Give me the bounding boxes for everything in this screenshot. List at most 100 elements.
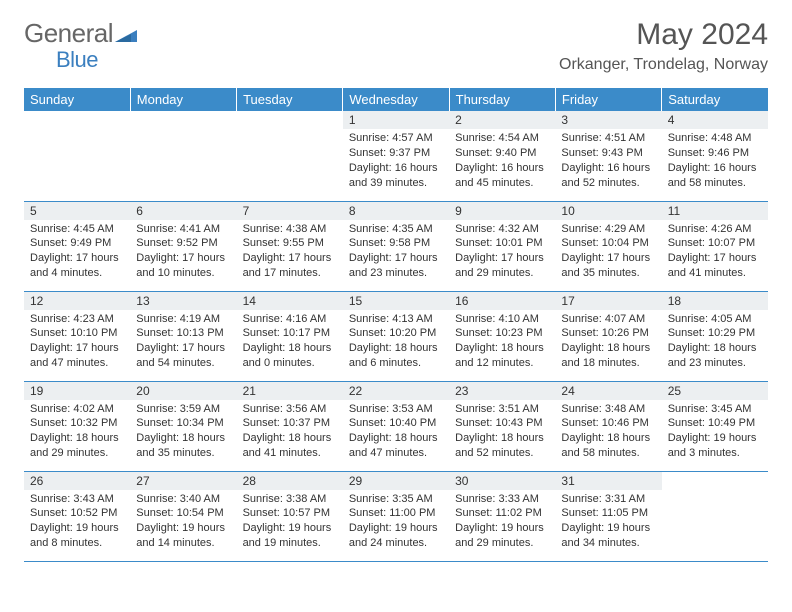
sunrise-text: Sunrise: 3:51 AM <box>455 402 549 417</box>
sunset-text: Sunset: 10:20 PM <box>349 326 443 341</box>
sunset-text: Sunset: 9:46 PM <box>668 146 762 161</box>
day-cell: 8Sunrise: 4:35 AMSunset: 9:58 PMDaylight… <box>343 201 449 291</box>
day-cell: 29Sunrise: 3:35 AMSunset: 11:00 PMDaylig… <box>343 471 449 561</box>
day-number: 18 <box>662 292 768 310</box>
weekday-thursday: Thursday <box>449 88 555 111</box>
day-info: Sunrise: 4:51 AMSunset: 9:43 PMDaylight:… <box>555 129 661 192</box>
week-row: 5Sunrise: 4:45 AMSunset: 9:49 PMDaylight… <box>24 201 768 291</box>
sunset-text: Sunset: 9:49 PM <box>30 236 124 251</box>
sunrise-text: Sunrise: 3:43 AM <box>30 492 124 507</box>
day-cell: 7Sunrise: 4:38 AMSunset: 9:55 PMDaylight… <box>237 201 343 291</box>
day-info: Sunrise: 3:35 AMSunset: 11:00 PMDaylight… <box>343 490 449 553</box>
sunrise-text: Sunrise: 3:38 AM <box>243 492 337 507</box>
day-cell: 16Sunrise: 4:10 AMSunset: 10:23 PMDaylig… <box>449 291 555 381</box>
weekday-wednesday: Wednesday <box>343 88 449 111</box>
sunset-text: Sunset: 10:17 PM <box>243 326 337 341</box>
sunrise-text: Sunrise: 4:32 AM <box>455 222 549 237</box>
sunset-text: Sunset: 10:10 PM <box>30 326 124 341</box>
day-cell: 24Sunrise: 3:48 AMSunset: 10:46 PMDaylig… <box>555 381 661 471</box>
day-info: Sunrise: 3:33 AMSunset: 11:02 PMDaylight… <box>449 490 555 553</box>
day-info: Sunrise: 4:45 AMSunset: 9:49 PMDaylight:… <box>24 220 130 283</box>
sunset-text: Sunset: 10:26 PM <box>561 326 655 341</box>
day-number: 12 <box>24 292 130 310</box>
sunrise-text: Sunrise: 4:16 AM <box>243 312 337 327</box>
brand-logo: General Blue <box>24 18 137 80</box>
day-cell: 20Sunrise: 3:59 AMSunset: 10:34 PMDaylig… <box>130 381 236 471</box>
day-number: 17 <box>555 292 661 310</box>
sunset-text: Sunset: 9:55 PM <box>243 236 337 251</box>
day-number: 21 <box>237 382 343 400</box>
daylight-text: Daylight: 16 hours and 45 minutes. <box>455 161 549 191</box>
header: General Blue May 2024 Orkanger, Trondela… <box>24 18 768 80</box>
day-cell: 30Sunrise: 3:33 AMSunset: 11:02 PMDaylig… <box>449 471 555 561</box>
day-cell-empty <box>662 471 768 561</box>
sunset-text: Sunset: 10:49 PM <box>668 416 762 431</box>
sunrise-text: Sunrise: 4:13 AM <box>349 312 443 327</box>
sunset-text: Sunset: 10:01 PM <box>455 236 549 251</box>
day-info: Sunrise: 4:35 AMSunset: 9:58 PMDaylight:… <box>343 220 449 283</box>
week-row: 1Sunrise: 4:57 AMSunset: 9:37 PMDaylight… <box>24 111 768 201</box>
daylight-text: Daylight: 18 hours and 0 minutes. <box>243 341 337 371</box>
day-number: 9 <box>449 202 555 220</box>
weekday-row: SundayMondayTuesdayWednesdayThursdayFrid… <box>24 88 768 111</box>
daylight-text: Daylight: 17 hours and 29 minutes. <box>455 251 549 281</box>
day-number: 29 <box>343 472 449 490</box>
sunrise-text: Sunrise: 4:38 AM <box>243 222 337 237</box>
day-number: 30 <box>449 472 555 490</box>
weekday-saturday: Saturday <box>662 88 768 111</box>
day-cell: 17Sunrise: 4:07 AMSunset: 10:26 PMDaylig… <box>555 291 661 381</box>
sunrise-text: Sunrise: 4:05 AM <box>668 312 762 327</box>
day-info: Sunrise: 4:07 AMSunset: 10:26 PMDaylight… <box>555 310 661 373</box>
sunrise-text: Sunrise: 4:26 AM <box>668 222 762 237</box>
sunset-text: Sunset: 10:34 PM <box>136 416 230 431</box>
sunset-text: Sunset: 10:29 PM <box>668 326 762 341</box>
daylight-text: Daylight: 17 hours and 4 minutes. <box>30 251 124 281</box>
sunset-text: Sunset: 10:46 PM <box>561 416 655 431</box>
sunrise-text: Sunrise: 3:31 AM <box>561 492 655 507</box>
sunset-text: Sunset: 11:02 PM <box>455 506 549 521</box>
sunset-text: Sunset: 11:00 PM <box>349 506 443 521</box>
sunrise-text: Sunrise: 3:35 AM <box>349 492 443 507</box>
sunrise-text: Sunrise: 3:56 AM <box>243 402 337 417</box>
day-number: 4 <box>662 111 768 129</box>
daylight-text: Daylight: 18 hours and 6 minutes. <box>349 341 443 371</box>
day-cell: 10Sunrise: 4:29 AMSunset: 10:04 PMDaylig… <box>555 201 661 291</box>
day-cell: 4Sunrise: 4:48 AMSunset: 9:46 PMDaylight… <box>662 111 768 201</box>
day-number: 22 <box>343 382 449 400</box>
sunset-text: Sunset: 9:58 PM <box>349 236 443 251</box>
daylight-text: Daylight: 18 hours and 18 minutes. <box>561 341 655 371</box>
sunset-text: Sunset: 9:40 PM <box>455 146 549 161</box>
daylight-text: Daylight: 17 hours and 41 minutes. <box>668 251 762 281</box>
sunrise-text: Sunrise: 4:51 AM <box>561 131 655 146</box>
daylight-text: Daylight: 18 hours and 47 minutes. <box>349 431 443 461</box>
sunrise-text: Sunrise: 4:23 AM <box>30 312 124 327</box>
day-info: Sunrise: 4:10 AMSunset: 10:23 PMDaylight… <box>449 310 555 373</box>
sunrise-text: Sunrise: 4:35 AM <box>349 222 443 237</box>
day-cell: 23Sunrise: 3:51 AMSunset: 10:43 PMDaylig… <box>449 381 555 471</box>
daylight-text: Daylight: 17 hours and 54 minutes. <box>136 341 230 371</box>
day-number: 14 <box>237 292 343 310</box>
day-cell-empty <box>130 111 236 201</box>
sunrise-text: Sunrise: 4:07 AM <box>561 312 655 327</box>
day-info: Sunrise: 4:05 AMSunset: 10:29 PMDaylight… <box>662 310 768 373</box>
day-info: Sunrise: 4:54 AMSunset: 9:40 PMDaylight:… <box>449 129 555 192</box>
sunset-text: Sunset: 9:37 PM <box>349 146 443 161</box>
sunrise-text: Sunrise: 3:33 AM <box>455 492 549 507</box>
day-number: 11 <box>662 202 768 220</box>
title-block: May 2024 Orkanger, Trondelag, Norway <box>559 18 768 74</box>
daylight-text: Daylight: 17 hours and 35 minutes. <box>561 251 655 281</box>
day-cell: 31Sunrise: 3:31 AMSunset: 11:05 PMDaylig… <box>555 471 661 561</box>
day-cell: 9 Sunrise: 4:32 AMSunset: 10:01 PMDayligh… <box>449 201 555 291</box>
day-info: Sunrise: 4:38 AMSunset: 9:55 PMDaylight:… <box>237 220 343 283</box>
sunset-text: Sunset: 10:32 PM <box>30 416 124 431</box>
daylight-text: Daylight: 18 hours and 41 minutes. <box>243 431 337 461</box>
day-cell: 11Sunrise: 4:26 AMSunset: 10:07 PMDaylig… <box>662 201 768 291</box>
weekday-monday: Monday <box>130 88 236 111</box>
daylight-text: Daylight: 18 hours and 52 minutes. <box>455 431 549 461</box>
daylight-text: Daylight: 19 hours and 14 minutes. <box>136 521 230 551</box>
sunrise-text: Sunrise: 4:41 AM <box>136 222 230 237</box>
day-number: 8 <box>343 202 449 220</box>
sunrise-text: Sunrise: 4:54 AM <box>455 131 549 146</box>
day-cell: 18Sunrise: 4:05 AMSunset: 10:29 PMDaylig… <box>662 291 768 381</box>
day-info: Sunrise: 3:40 AMSunset: 10:54 PMDaylight… <box>130 490 236 553</box>
